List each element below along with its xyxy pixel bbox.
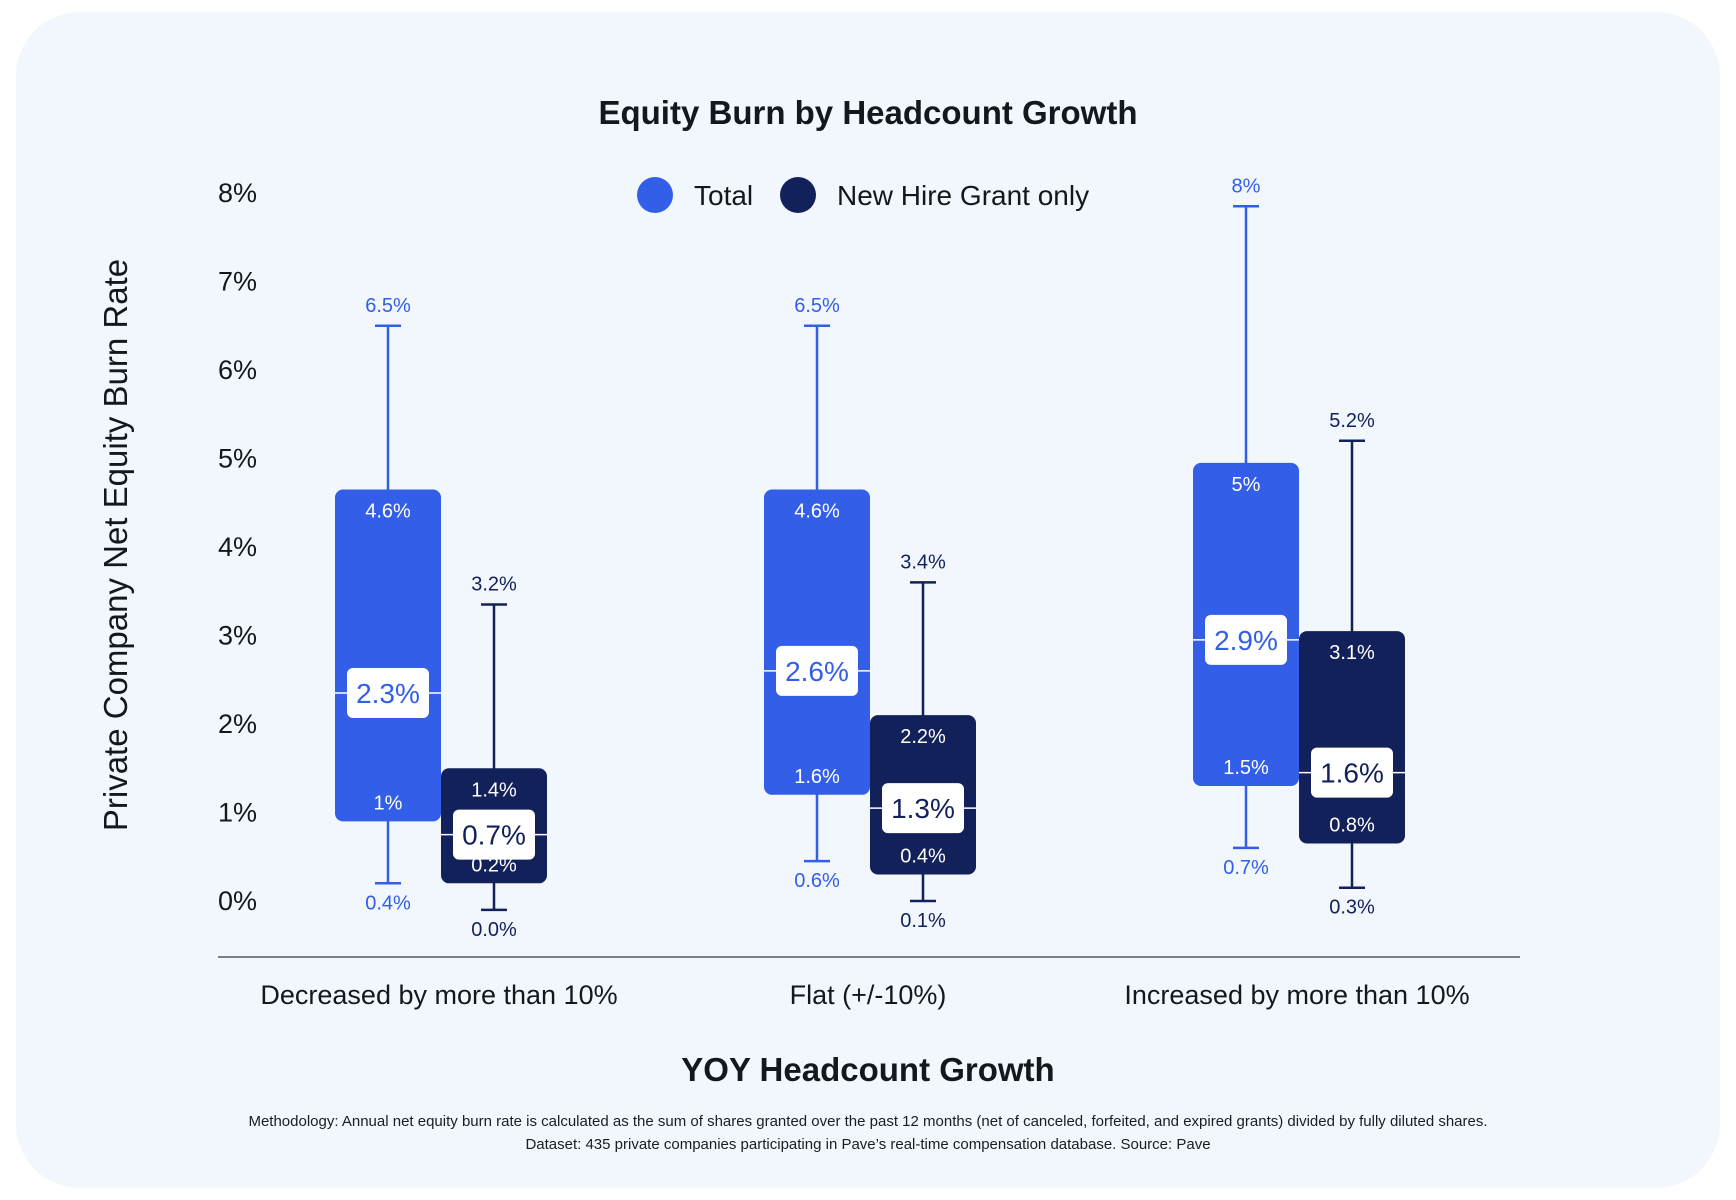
y-tick-label: 3% — [218, 621, 257, 651]
median-badge — [453, 809, 535, 860]
q1-label: 0.4% — [900, 845, 946, 867]
min-label: 0.7% — [1223, 857, 1269, 879]
q3-label: 2.2% — [900, 726, 946, 748]
median-label: 1.3% — [891, 793, 955, 824]
min-label: 0.1% — [900, 910, 946, 932]
max-label: 5.2% — [1329, 410, 1375, 432]
q1-label: 1.6% — [794, 766, 840, 788]
box-rect — [335, 489, 441, 822]
median-badge — [882, 783, 964, 834]
max-label: 3.2% — [471, 574, 517, 596]
legend-label: New Hire Grant only — [837, 180, 1089, 211]
x-axis-label: YOY Headcount Growth — [681, 1051, 1054, 1088]
y-tick-label: 4% — [218, 532, 257, 562]
legend: Total New Hire Grant only — [637, 177, 1089, 213]
x-tick-label: Increased by more than 10% — [1124, 980, 1469, 1010]
max-label: 8% — [1232, 175, 1261, 197]
box-new-hire-3: 1.6% 3.1% 0.8% 5.2% 0.3% — [1299, 410, 1405, 919]
q3-label: 5% — [1232, 474, 1261, 496]
min-label: 0.3% — [1329, 897, 1375, 919]
dataset-note: Dataset: 435 private companies participa… — [525, 1136, 1211, 1153]
y-tick-label: 7% — [218, 267, 257, 297]
q1-label: 1.5% — [1223, 757, 1269, 779]
y-tick-label: 2% — [218, 709, 257, 739]
box-rect — [764, 489, 870, 795]
min-label: 0.6% — [794, 870, 840, 892]
y-tick-label: 5% — [218, 444, 257, 474]
legend-label: Total — [694, 180, 753, 211]
median-label: 0.7% — [462, 820, 526, 851]
q1-label: 0.2% — [471, 854, 517, 876]
median-badge — [347, 668, 429, 719]
boxes: 2.3%4.6%1%6.5%0.4%2.6%4.6%1.6%6.5%0.6%2.… — [335, 175, 1405, 941]
y-tick-label: 0% — [218, 886, 257, 916]
box-new-hire-1: 0.7% 1.4% 0.2% 3.2% 0.0% — [441, 574, 547, 941]
min-label: 0.4% — [365, 892, 411, 914]
median-badge — [1205, 614, 1287, 665]
legend-swatch — [637, 177, 673, 213]
y-tick-label: 1% — [218, 798, 257, 828]
x-tick-label: Flat (+/-10%) — [790, 980, 947, 1010]
q3-label: 3.1% — [1329, 642, 1375, 664]
median-badge — [1311, 747, 1393, 798]
min-label: 0.0% — [471, 919, 517, 941]
legend-swatch — [780, 177, 816, 213]
y-axis-ticks: 0% 1% 2% 3% 4% 5% 6% 7% 8% — [218, 178, 257, 916]
max-label: 6.5% — [794, 295, 840, 317]
median-badge — [776, 645, 858, 696]
q3-label: 1.4% — [471, 779, 517, 801]
x-axis-ticks: Decreased by more than 10% Flat (+/-10%) I… — [260, 980, 1469, 1010]
max-label: 3.4% — [900, 551, 946, 573]
median-label: 2.3% — [356, 678, 420, 709]
box-total-3: 2.9% 5% 1.5% 8% 0.7% — [1193, 175, 1299, 879]
median-label: 2.6% — [785, 656, 849, 687]
median-label: 2.9% — [1214, 625, 1278, 656]
q3-label: 4.6% — [365, 500, 411, 522]
median-label: 1.6% — [1320, 758, 1384, 789]
q1-label: 0.8% — [1329, 814, 1375, 836]
q1-label: 1% — [374, 792, 403, 814]
box-total-1: 2.3% 4.6% 1% 6.5% 0.4% — [335, 295, 441, 914]
y-tick-label: 6% — [218, 355, 257, 385]
x-tick-label: Decreased by more than 10% — [260, 980, 617, 1010]
box-new-hire-2: 1.3% 2.2% 0.4% 3.4% 0.1% — [870, 551, 976, 932]
y-axis-label: Private Company Net Equity Burn Rate — [97, 259, 134, 831]
q3-label: 4.6% — [794, 500, 840, 522]
box-total-2: 2.6% 4.6% 1.6% 6.5% 0.6% — [764, 295, 870, 892]
methodology-note: Methodology: Annual net equity burn rate… — [248, 1113, 1488, 1130]
y-tick-label: 8% — [218, 178, 257, 208]
max-label: 6.5% — [365, 295, 411, 317]
chart-title: Equity Burn by Headcount Growth — [598, 94, 1137, 131]
